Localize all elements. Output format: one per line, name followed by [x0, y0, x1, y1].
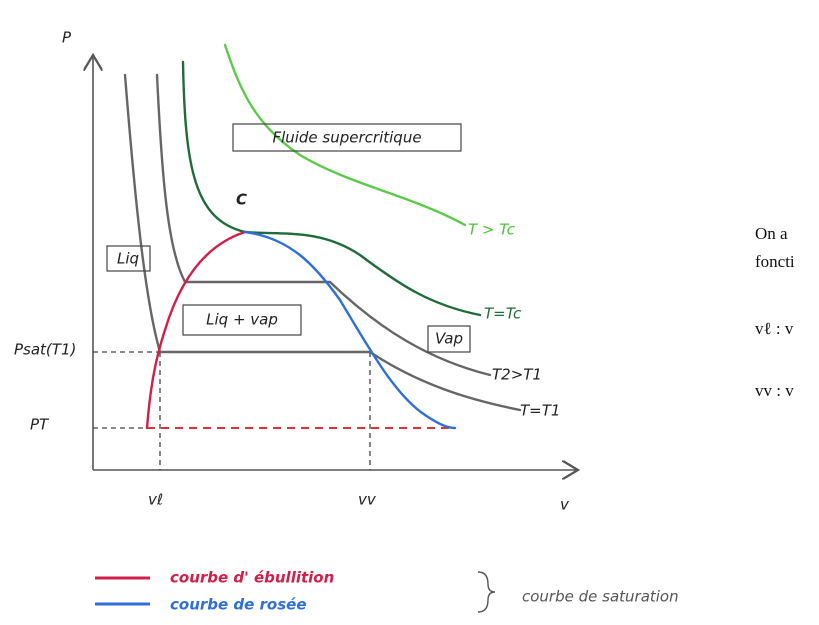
pressure-label: PT: [30, 416, 50, 434]
brace: [478, 572, 495, 612]
y-axis-label: P: [62, 29, 72, 47]
guides: [93, 352, 370, 470]
side-text: On a: [755, 224, 788, 243]
side-text: vℓ : v: [755, 319, 794, 338]
isotherm-tc: [183, 62, 480, 315]
isotherm-label: T2>T1: [492, 366, 542, 384]
diagram: P v Fluide supercritique Liq Liq + vap V…: [0, 0, 819, 625]
legend-label: courbe de saturation: [522, 588, 679, 606]
dew-curve: [245, 232, 455, 428]
side-text: vv : v: [755, 381, 794, 400]
isotherm-label: T=Tc: [484, 305, 522, 323]
region-label: Liq: [117, 250, 139, 268]
isotherm-label: T=T1: [520, 402, 560, 420]
volume-label: vv: [358, 491, 377, 509]
legend-label: courbe de rosée: [170, 596, 307, 614]
region-label: Fluide supercritique: [272, 129, 421, 147]
region-label: Vap: [435, 330, 463, 348]
legend-label: courbe d' ébullition: [170, 569, 334, 587]
x-axis-label: v: [560, 496, 570, 514]
critical-point-label: C: [236, 191, 247, 209]
boiling-curve: [147, 232, 245, 428]
volume-label: vℓ: [148, 491, 163, 509]
pressure-label: Psat(T1): [14, 341, 76, 359]
region-label: Liq + vap: [206, 311, 278, 329]
isotherm-label: T > Tc: [468, 221, 516, 239]
side-text: foncti: [755, 252, 795, 271]
